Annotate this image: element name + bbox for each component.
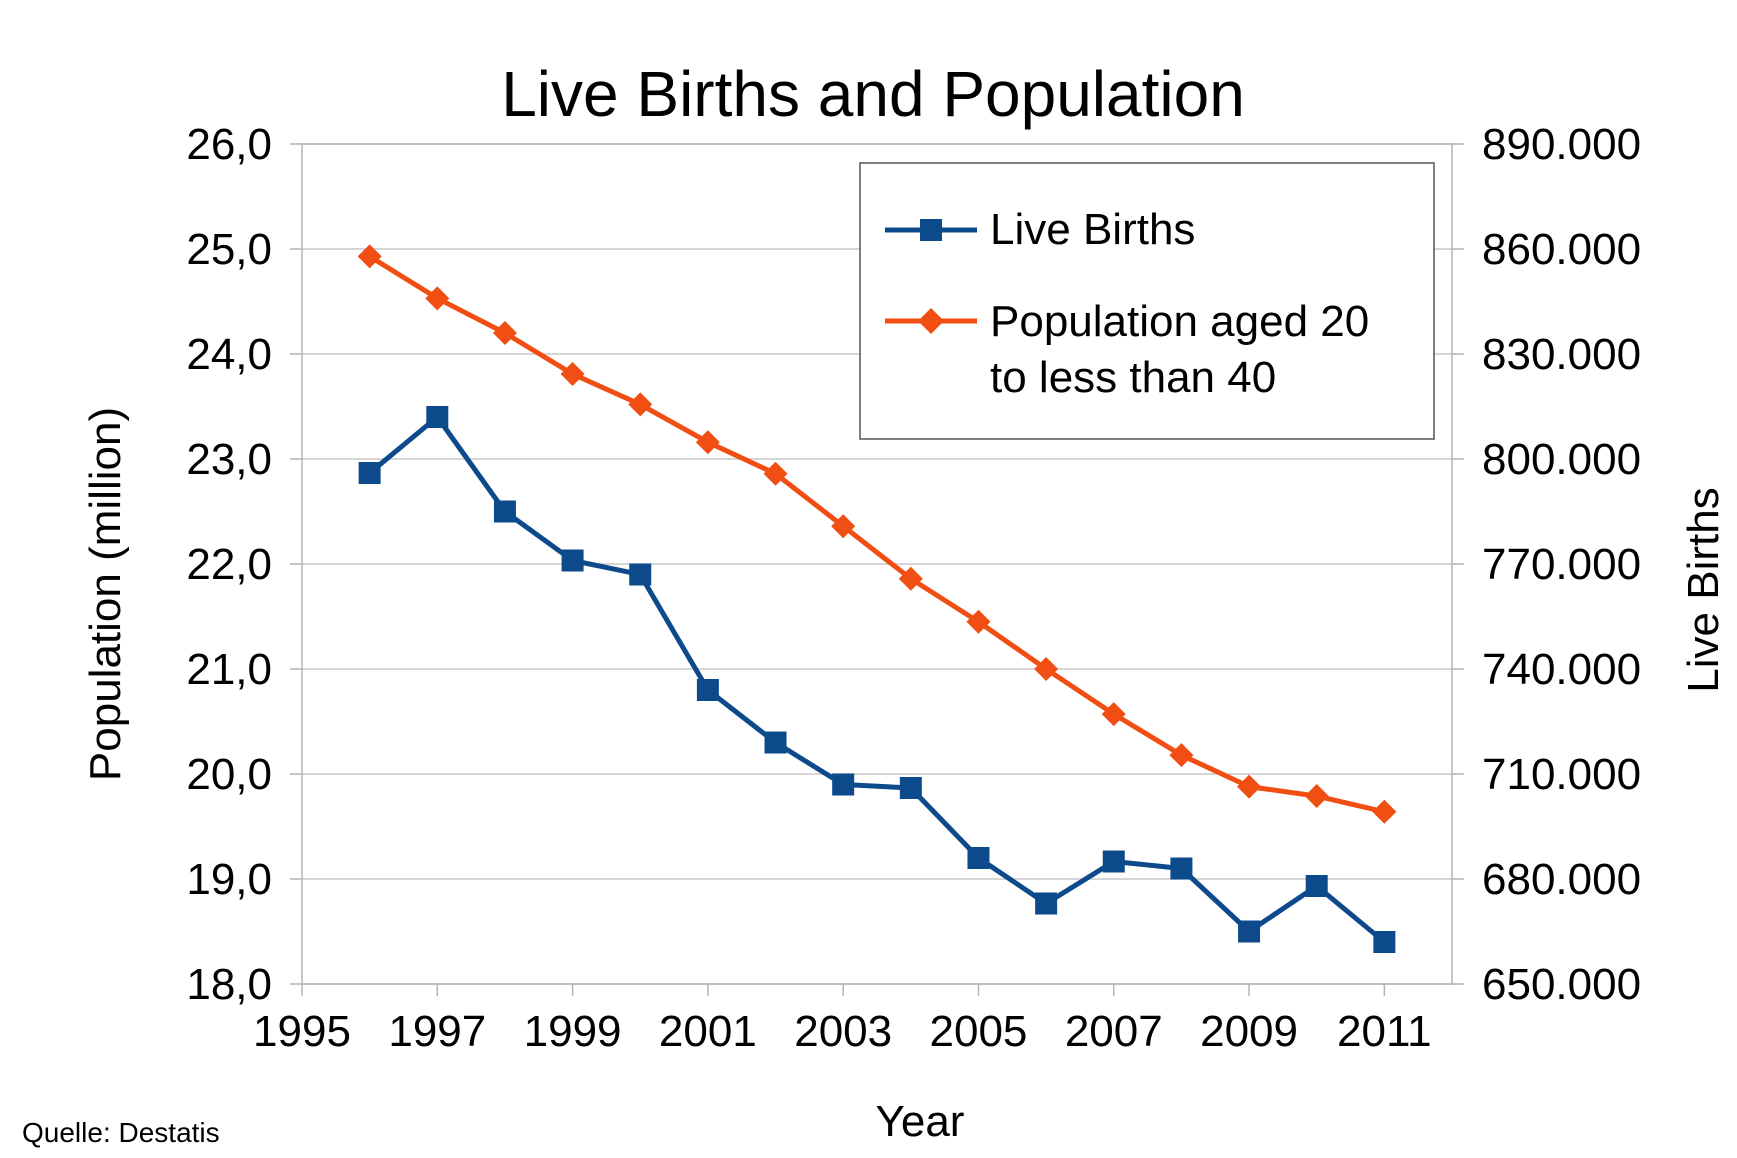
legend: Live Births Population aged 20 to less t… — [859, 162, 1435, 440]
left-y-tick-label: 26,0 — [186, 120, 272, 169]
data-point-live-births — [967, 847, 990, 869]
data-point-population — [560, 361, 585, 386]
left-y-tick-label: 21,0 — [186, 645, 272, 694]
data-point-population — [1237, 774, 1262, 799]
data-point-population — [966, 609, 991, 634]
data-point-population — [1304, 784, 1329, 809]
left-y-tick-label: 19,0 — [186, 855, 272, 904]
legend-label-live-births: Live Births — [990, 205, 1195, 254]
right-y-tick-label: 650.000 — [1482, 960, 1641, 1009]
right-y-tick-label: 710.000 — [1482, 750, 1641, 799]
data-point-live-births — [629, 563, 652, 586]
right-y-tick-label: 830.000 — [1482, 330, 1641, 379]
series-line-live-births — [368, 414, 1386, 944]
data-point-population — [425, 286, 450, 311]
data-point-live-births — [764, 731, 787, 754]
legend-label-population-line-1: Population aged 20 — [990, 297, 1369, 346]
x-axis-label: Year — [876, 1097, 965, 1146]
x-tick-label: 2005 — [930, 1007, 1028, 1056]
x-tick-label: 1997 — [388, 1007, 486, 1056]
legend-swatch-population-marker — [918, 308, 944, 334]
data-point-live-births — [1170, 857, 1193, 880]
left-y-tick-label: 23,0 — [186, 435, 272, 484]
right-y-tick-label: 860.000 — [1482, 225, 1641, 274]
data-point-live-births — [1238, 920, 1261, 943]
right-y-tick-label: 740.000 — [1482, 645, 1641, 694]
x-tick-label: 1995 — [253, 1007, 351, 1056]
series-line-population — [368, 254, 1385, 815]
x-tick-label: 2011 — [1337, 1007, 1432, 1056]
data-point-live-births — [1373, 931, 1396, 953]
data-point-live-births — [426, 406, 449, 428]
left-y-axis-label: Population (million) — [81, 407, 130, 781]
source-note: Quelle: Destatis — [22, 1117, 220, 1148]
data-point-population — [763, 461, 788, 486]
x-tick-label: 2001 — [659, 1007, 757, 1056]
data-point-live-births — [899, 777, 922, 799]
right-y-tick-label: 890.000 — [1482, 120, 1641, 169]
x-tick-label: 1999 — [524, 1007, 622, 1056]
data-point-population — [1101, 702, 1126, 727]
right-y-tick-label: 680.000 — [1482, 855, 1641, 904]
legend-swatch-live-births-marker — [920, 219, 942, 241]
x-tick-label: 2003 — [794, 1007, 892, 1056]
left-y-tick-label: 18,0 — [186, 960, 272, 1009]
right-y-axis: 650.000 680.000 710.000 740.000 770.000 800.0… — [1452, 120, 1641, 1009]
x-axis: 1995 1997 1999 2001 2003 2005 2007 2009 2011 — [253, 984, 1432, 1056]
x-tick-label: 2009 — [1200, 1007, 1298, 1056]
data-point-population — [695, 430, 720, 455]
data-point-population — [492, 321, 517, 345]
data-point-live-births — [832, 773, 855, 796]
data-point-live-births — [1035, 892, 1058, 915]
legend-label-population-line-2: to less than 40 — [990, 353, 1276, 402]
x-tick-label: 2007 — [1065, 1007, 1163, 1056]
chart-title: Live Births and Population — [501, 58, 1245, 130]
data-point-live-births — [696, 679, 719, 701]
data-point-live-births — [493, 500, 516, 523]
data-point-live-births — [1305, 875, 1328, 897]
data-point-population — [628, 392, 653, 417]
left-y-axis: 18,0 19,0 20,0 21,0 22,0 23,0 24,0 25,0 26,0 — [186, 120, 302, 1009]
data-point-population — [898, 566, 923, 591]
series-layer — [357, 244, 1397, 953]
data-point-population — [1372, 799, 1397, 824]
data-point-population — [1034, 657, 1059, 681]
right-y-tick-label: 800.000 — [1482, 435, 1641, 484]
left-y-tick-label: 24,0 — [186, 330, 272, 379]
data-point-live-births — [358, 462, 381, 484]
data-point-population — [1169, 743, 1194, 768]
data-point-live-births — [561, 549, 584, 572]
left-y-tick-label: 22,0 — [186, 540, 272, 589]
legend-box — [859, 162, 1435, 440]
data-point-population — [831, 514, 856, 539]
left-y-tick-label: 25,0 — [186, 225, 272, 274]
left-y-tick-label: 20,0 — [186, 750, 272, 799]
data-point-live-births — [1102, 850, 1125, 873]
right-y-tick-label: 770.000 — [1482, 540, 1641, 589]
right-y-axis-label: Live Births — [1679, 487, 1728, 692]
data-point-population — [357, 244, 382, 269]
